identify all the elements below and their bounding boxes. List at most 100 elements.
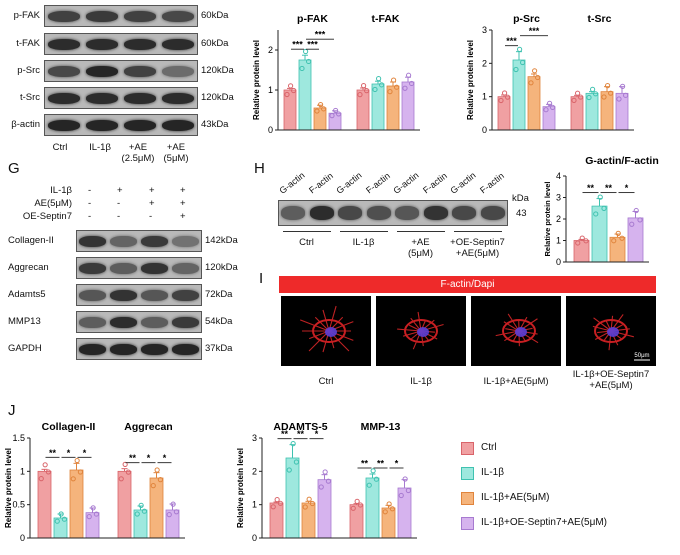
h-kda-value: 43 [516, 208, 527, 219]
data-point [498, 97, 504, 104]
blot-row [76, 257, 202, 279]
blot-row [44, 60, 198, 82]
group-title: Collagen-II [42, 421, 96, 433]
blot-kda-label: 60kDa [201, 38, 229, 49]
blot-row-band [141, 316, 168, 328]
bar [542, 106, 556, 131]
nucleus [325, 327, 337, 337]
blot-row-band [124, 10, 156, 22]
data-point [141, 508, 147, 514]
blot-row-label: Aggrecan [8, 262, 49, 273]
significance-label: * [395, 459, 399, 469]
data-point [583, 238, 589, 244]
bar [401, 81, 415, 131]
blot-row-band [141, 235, 168, 247]
bar [615, 92, 629, 131]
treatment-sign: - [117, 198, 121, 209]
significance-label: *** [529, 26, 540, 36]
y-tick-label: 3 [482, 25, 487, 35]
blot-row-label: Adamts5 [8, 289, 46, 300]
blot-row-label: t-FAK [16, 38, 40, 49]
blot-row-band [162, 65, 194, 77]
treatment-sign: + [180, 198, 186, 209]
treatment-label: AE(5μM) [34, 198, 72, 209]
data-point [333, 107, 339, 114]
cell-outline [502, 319, 536, 343]
blot-row-label: p-Src [17, 65, 40, 76]
blot-row [76, 284, 202, 306]
h-group-line [453, 231, 502, 232]
significance-label: * [147, 453, 151, 463]
significance-label: * [315, 429, 319, 439]
if-image-label: Ctrl [318, 376, 334, 387]
blot-row-band [110, 316, 137, 328]
group-title: t-FAK [372, 13, 400, 25]
chart-title: G-actin/F-actin [585, 155, 659, 167]
blot-row-band [79, 289, 106, 301]
blot-row-band [162, 119, 194, 131]
data-point [93, 511, 100, 517]
legend-swatch [461, 517, 474, 530]
blot-row-band [48, 119, 80, 131]
g-actin-f-actin-chart: 0 1 2 3 4 Relative protein level G-actin/F-act… [543, 155, 659, 267]
data-point [520, 59, 526, 66]
blot-row-band [86, 65, 118, 77]
blot-row-band [124, 119, 156, 131]
data-point [633, 207, 639, 214]
data-point [157, 477, 163, 483]
blot-row-band [48, 10, 80, 22]
data-point [532, 68, 538, 74]
bar [512, 59, 526, 131]
group-title: MMP-13 [361, 421, 401, 433]
data-point [379, 82, 385, 88]
data-point [86, 514, 92, 520]
blot-row-band [172, 343, 199, 355]
data-point [405, 487, 411, 494]
data-point [306, 496, 312, 502]
blot-kda-label: 120kDa [201, 65, 234, 76]
group-title: ADAMTS-5 [273, 421, 327, 433]
blot-row-band [86, 38, 118, 50]
blot-row-label: MMP13 [8, 316, 41, 327]
data-point [170, 501, 176, 507]
blot-row-label: GAPDH [8, 343, 42, 354]
y-tick-label: 1 [482, 92, 487, 102]
significance-label: *** [506, 36, 517, 46]
if-image-label: IL-1β+AE(5μM) [483, 376, 549, 387]
data-point [389, 506, 395, 512]
significance-label: * [625, 183, 629, 193]
significance-label: ** [605, 183, 613, 193]
bar [133, 509, 148, 539]
group-title: t-Src [588, 13, 612, 25]
blot-row-band [124, 38, 156, 50]
blot-row-band [141, 262, 168, 274]
y-tick-label: 0 [20, 533, 25, 543]
blot-row-band [79, 235, 106, 247]
data-point [270, 504, 276, 510]
data-point [122, 461, 128, 468]
actin-fiber [397, 328, 422, 332]
data-point [398, 492, 404, 499]
data-point [357, 92, 363, 98]
data-point [579, 235, 585, 241]
data-point [386, 501, 392, 507]
blot-row-band [110, 262, 137, 274]
h-blot-row-band [366, 206, 391, 220]
blot-row-band [48, 38, 80, 50]
significance-label: ** [297, 429, 305, 439]
blot-row-band [141, 343, 168, 355]
y-tick-label: 1 [252, 500, 257, 510]
y-tick-label: 3 [252, 433, 257, 443]
panel-label-j: J [8, 402, 16, 419]
y-tick-label: 2 [252, 466, 257, 476]
h-group-line [282, 231, 331, 232]
scale-bar-label: 50μm [634, 353, 649, 359]
data-point [620, 83, 626, 90]
h-group-line [396, 231, 445, 232]
blot-lane-label: Ctrl [52, 142, 68, 153]
micrograph [471, 296, 561, 366]
y-tick-label: 0.5 [12, 500, 25, 510]
nucleus [515, 327, 527, 337]
data-point [286, 467, 292, 473]
h-blot-row-band [309, 206, 334, 220]
